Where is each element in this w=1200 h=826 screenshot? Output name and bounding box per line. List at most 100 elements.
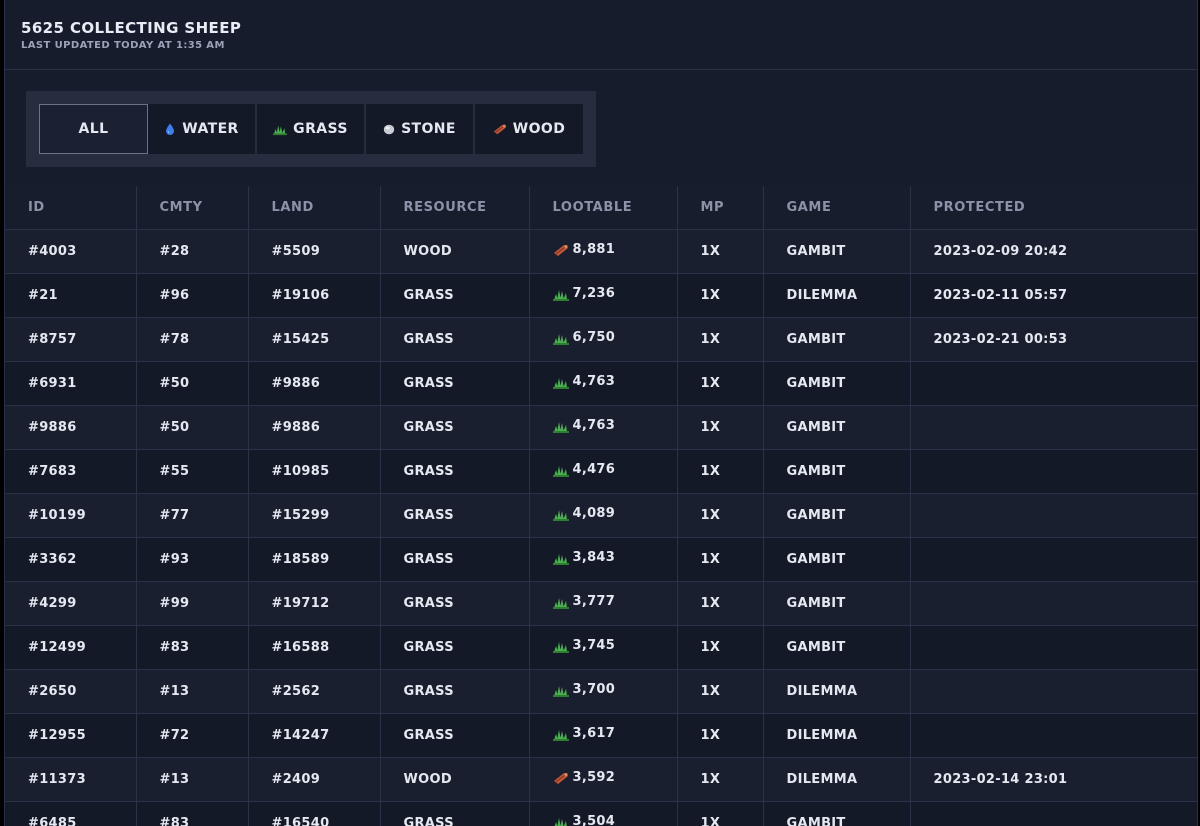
filter-water-label: WATER bbox=[182, 121, 239, 137]
column-header-resource[interactable]: RESOURCE bbox=[380, 186, 530, 230]
filter-wood-label: WOOD bbox=[512, 121, 566, 137]
cell-id: #12499 bbox=[5, 625, 137, 670]
lootable-amount: 3,700 bbox=[572, 682, 616, 697]
lootable-value: 4,763 bbox=[552, 374, 616, 390]
cell-cmty: #93 bbox=[136, 537, 249, 582]
cell-id: #10199 bbox=[5, 493, 137, 538]
cell-id: #8757 bbox=[5, 317, 137, 362]
column-header-mp[interactable]: MP bbox=[677, 186, 764, 230]
cell-cmty: #96 bbox=[136, 273, 249, 318]
cell-lootable: 3,843 bbox=[529, 537, 678, 582]
cell-game: GAMBIT bbox=[763, 449, 911, 494]
cell-id: #11373 bbox=[5, 757, 137, 802]
cell-cmty: #55 bbox=[136, 449, 249, 494]
filter-stone-button[interactable]: STONE bbox=[366, 104, 475, 154]
column-header-game[interactable]: GAME bbox=[763, 186, 911, 230]
cell-id: #9886 bbox=[5, 405, 137, 450]
lootable-amount: 3,777 bbox=[572, 594, 616, 609]
lootable-amount: 3,745 bbox=[572, 638, 616, 653]
lootable-amount: 7,236 bbox=[572, 286, 616, 301]
grass-icon bbox=[552, 418, 569, 434]
cell-protected: 2023-02-11 05:57 bbox=[910, 273, 1197, 318]
cell-cmty: #50 bbox=[136, 405, 249, 450]
stone-icon bbox=[383, 123, 395, 135]
filter-water-button[interactable]: WATER bbox=[148, 104, 257, 154]
lootable-amount: 3,843 bbox=[572, 550, 616, 565]
cell-lootable: 3,592 bbox=[529, 757, 678, 802]
cell-protected bbox=[910, 361, 1197, 406]
cell-protected bbox=[910, 625, 1197, 670]
lootable-value: 7,236 bbox=[552, 286, 616, 302]
cell-game: DILEMMA bbox=[763, 669, 911, 714]
cell-id: #4003 bbox=[5, 229, 137, 274]
table-row[interactable]: #12499 #83 #16588 GRASS 3,745 1X GAMBIT bbox=[5, 625, 1197, 670]
lootable-amount: 3,592 bbox=[572, 770, 616, 785]
cell-cmty: #13 bbox=[136, 669, 249, 714]
table-row[interactable]: #6931 #50 #9886 GRASS 4,763 1X GAMBIT bbox=[5, 361, 1197, 406]
lootable-value: 3,617 bbox=[552, 726, 616, 742]
table-row[interactable]: #4299 #99 #19712 GRASS 3,777 1X GAMBIT bbox=[5, 581, 1197, 626]
filter-grass-button[interactable]: GRASS bbox=[257, 104, 366, 154]
grass-icon bbox=[552, 330, 569, 346]
cell-game: GAMBIT bbox=[763, 537, 911, 582]
lootable-amount: 3,504 bbox=[572, 814, 616, 826]
column-header-lootable[interactable]: LOOTABLE bbox=[529, 186, 678, 230]
table-row[interactable]: #6485 #83 #16540 GRASS 3,504 1X GAMBIT bbox=[5, 801, 1197, 826]
grass-icon bbox=[552, 462, 569, 478]
column-header-protected[interactable]: PROTECTED bbox=[910, 186, 1197, 230]
table-row[interactable]: #21 #96 #19106 GRASS 7,236 1X DILEMMA 2023-02-1… bbox=[5, 273, 1197, 318]
lootable-amount: 4,763 bbox=[572, 374, 616, 389]
cell-cmty: #77 bbox=[136, 493, 249, 538]
filter-wood-button[interactable]: WOOD bbox=[475, 104, 583, 154]
cell-resource: WOOD bbox=[380, 757, 530, 802]
cell-lootable: 6,750 bbox=[529, 317, 678, 362]
page-header: 5625 COLLECTING SHEEP LAST UPDATED TODAY… bbox=[5, 0, 1197, 70]
cell-game: GAMBIT bbox=[763, 493, 911, 538]
cell-lootable: 4,763 bbox=[529, 405, 678, 450]
cell-cmty: #78 bbox=[136, 317, 249, 362]
table-row[interactable]: #11373 #13 #2409 WOOD 3,592 1X DILEMMA 2023-02-… bbox=[5, 757, 1197, 802]
cell-cmty: #50 bbox=[136, 361, 249, 406]
filter-all-label: ALL bbox=[78, 121, 109, 137]
table-row[interactable]: #8757 #78 #15425 GRASS 6,750 1X GAMBIT 2023-02-… bbox=[5, 317, 1197, 362]
cell-game: GAMBIT bbox=[763, 405, 911, 450]
grass-icon bbox=[552, 594, 569, 610]
table-row[interactable]: #2650 #13 #2562 GRASS 3,700 1X DILEMMA bbox=[5, 669, 1197, 714]
cell-id: #3362 bbox=[5, 537, 137, 582]
cell-land: #2409 bbox=[248, 757, 381, 802]
cell-mp: 1X bbox=[677, 493, 764, 538]
cell-cmty: #83 bbox=[136, 625, 249, 670]
cell-resource: GRASS bbox=[380, 449, 530, 494]
resource-filter-panel: ALL WATER GRASS STONE bbox=[26, 91, 596, 167]
table-row[interactable]: #12955 #72 #14247 GRASS 3,617 1X DILEMMA bbox=[5, 713, 1197, 758]
cell-game: GAMBIT bbox=[763, 581, 911, 626]
table-row[interactable]: #10199 #77 #15299 GRASS 4,089 1X GAMBIT bbox=[5, 493, 1197, 538]
cell-mp: 1X bbox=[677, 581, 764, 626]
filter-all-button[interactable]: ALL bbox=[39, 104, 148, 154]
lootable-value: 3,700 bbox=[552, 682, 616, 698]
cell-resource: GRASS bbox=[380, 625, 530, 670]
table-row[interactable]: #4003 #28 #5509 WOOD 8,881 1X GAMBIT 2023-02-09… bbox=[5, 229, 1197, 274]
cell-cmty: #28 bbox=[136, 229, 249, 274]
page-title: 5625 COLLECTING SHEEP bbox=[21, 19, 242, 37]
cell-protected bbox=[910, 713, 1197, 758]
table-row[interactable]: #7683 #55 #10985 GRASS 4,476 1X GAMBIT bbox=[5, 449, 1197, 494]
cell-lootable: 3,745 bbox=[529, 625, 678, 670]
column-header-id[interactable]: ID bbox=[5, 186, 137, 230]
column-header-land[interactable]: LAND bbox=[248, 186, 381, 230]
filter-stone-label: STONE bbox=[401, 121, 456, 137]
cell-protected bbox=[910, 581, 1197, 626]
cell-mp: 1X bbox=[677, 273, 764, 318]
cell-land: #9886 bbox=[248, 361, 381, 406]
lootable-value: 3,843 bbox=[552, 550, 616, 566]
cell-lootable: 3,617 bbox=[529, 713, 678, 758]
cell-land: #16588 bbox=[248, 625, 381, 670]
cell-lootable: 8,881 bbox=[529, 229, 678, 274]
cell-land: #18589 bbox=[248, 537, 381, 582]
lootable-value: 4,476 bbox=[552, 462, 616, 478]
lootable-amount: 6,750 bbox=[572, 330, 616, 345]
table-row[interactable]: #9886 #50 #9886 GRASS 4,763 1X GAMBIT bbox=[5, 405, 1197, 450]
table-row[interactable]: #3362 #93 #18589 GRASS 3,843 1X GAMBIT bbox=[5, 537, 1197, 582]
column-header-cmty[interactable]: CMTY bbox=[136, 186, 249, 230]
lootable-amount: 3,617 bbox=[572, 726, 616, 741]
